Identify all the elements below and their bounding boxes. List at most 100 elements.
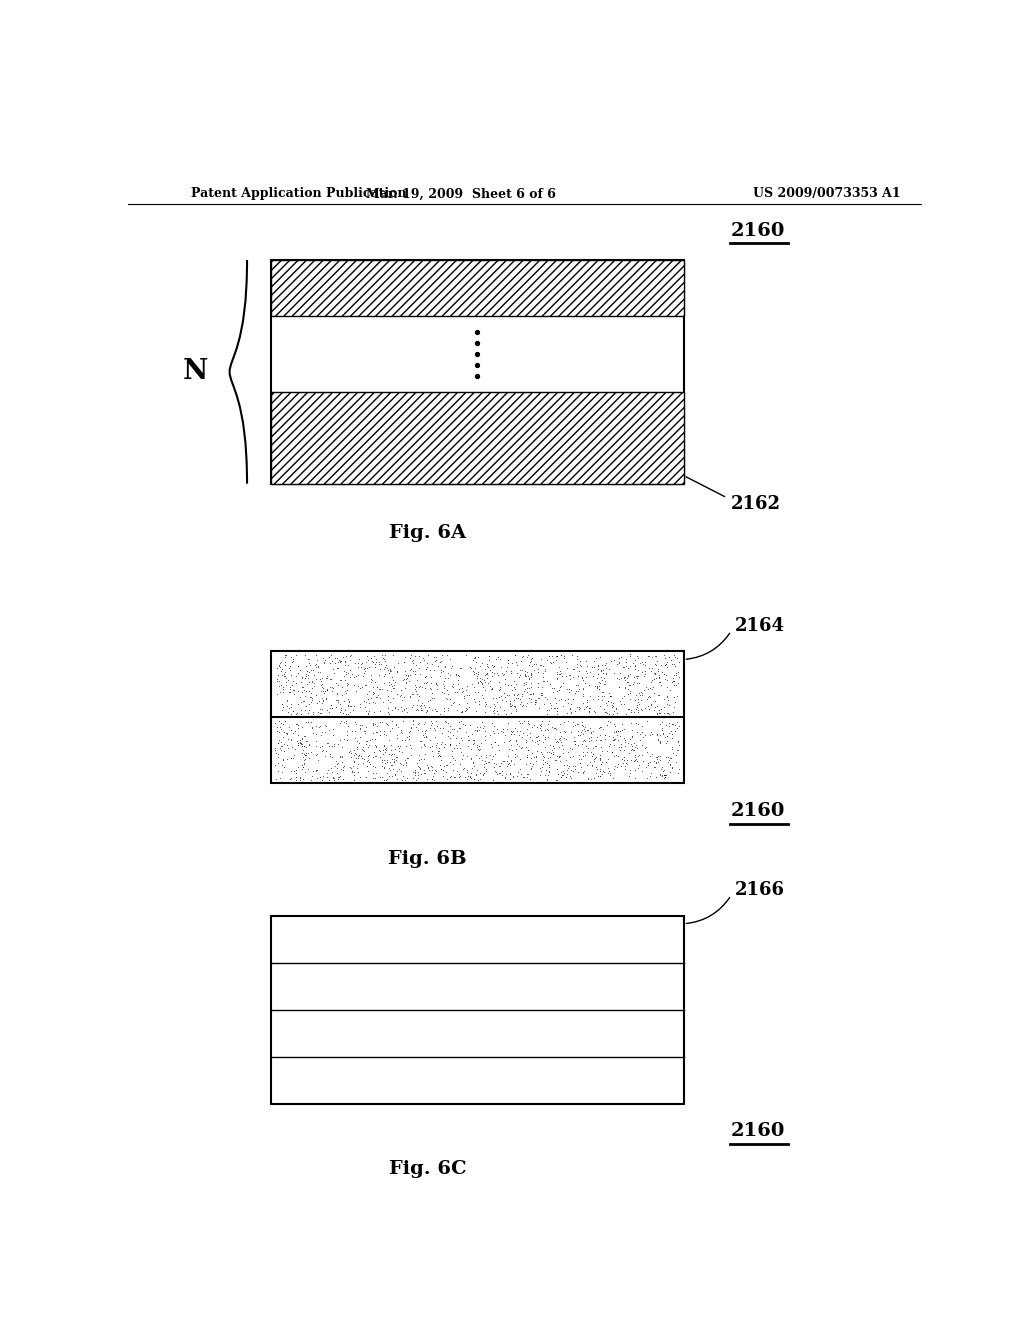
Point <box>398 726 415 747</box>
Point <box>475 717 492 738</box>
Point <box>506 696 522 717</box>
Point <box>483 665 500 686</box>
Point <box>654 722 671 743</box>
Point <box>310 656 327 677</box>
Point <box>342 696 358 717</box>
Point <box>353 739 370 760</box>
Point <box>282 682 298 704</box>
Point <box>377 651 393 672</box>
Point <box>634 682 650 704</box>
Point <box>668 744 684 766</box>
Point <box>567 755 584 776</box>
Point <box>536 747 552 768</box>
Point <box>356 661 373 682</box>
Point <box>300 759 316 780</box>
Point <box>470 738 486 759</box>
Point <box>403 718 420 739</box>
Point <box>417 667 433 688</box>
Point <box>340 673 356 694</box>
Point <box>468 665 484 686</box>
Point <box>610 746 627 767</box>
Point <box>272 718 289 739</box>
Point <box>475 676 492 697</box>
Point <box>436 682 453 704</box>
Point <box>382 692 398 713</box>
Point <box>311 661 328 682</box>
Point <box>651 700 668 721</box>
Point <box>302 686 318 708</box>
Point <box>486 694 503 715</box>
Point <box>298 730 314 751</box>
Point <box>364 651 380 672</box>
Point <box>318 689 335 710</box>
Point <box>529 677 546 698</box>
Point <box>331 767 347 788</box>
Point <box>487 648 504 669</box>
Point <box>458 700 474 721</box>
Point <box>563 693 580 714</box>
Point <box>598 664 614 685</box>
Point <box>500 649 516 671</box>
Point <box>580 663 596 684</box>
Point <box>330 652 346 673</box>
Point <box>537 737 553 758</box>
Point <box>382 751 398 772</box>
Point <box>569 681 586 702</box>
Point <box>658 693 675 714</box>
Point <box>418 659 434 680</box>
Point <box>398 701 415 722</box>
Point <box>328 689 344 710</box>
Point <box>488 718 505 739</box>
Point <box>441 727 458 748</box>
Point <box>275 741 292 762</box>
Point <box>544 739 560 760</box>
Point <box>424 768 440 789</box>
Point <box>450 700 466 721</box>
Point <box>594 763 610 784</box>
Point <box>395 669 412 690</box>
Point <box>593 737 609 758</box>
Point <box>309 649 326 671</box>
Point <box>572 651 589 672</box>
Point <box>664 756 680 777</box>
Point <box>666 686 682 708</box>
Point <box>424 700 440 721</box>
Point <box>594 655 610 676</box>
Point <box>392 685 409 706</box>
Point <box>475 764 492 785</box>
Point <box>334 747 350 768</box>
Point <box>346 762 362 783</box>
Point <box>596 725 612 746</box>
Point <box>317 715 334 737</box>
Point <box>511 710 527 731</box>
Point <box>478 694 495 715</box>
Point <box>503 750 519 771</box>
Point <box>283 645 299 667</box>
Point <box>535 756 551 777</box>
Point <box>297 685 313 706</box>
Point <box>467 648 483 669</box>
Point <box>480 656 497 677</box>
Point <box>308 760 325 781</box>
Point <box>477 721 494 742</box>
Point <box>466 756 482 777</box>
Point <box>476 692 493 713</box>
Point <box>634 760 650 781</box>
Point <box>353 714 370 735</box>
Point <box>355 748 372 770</box>
Point <box>367 656 383 677</box>
Point <box>652 731 669 752</box>
Point <box>301 747 317 768</box>
Point <box>298 664 314 685</box>
Point <box>429 675 445 696</box>
Point <box>656 655 673 676</box>
Point <box>370 684 386 705</box>
Point <box>307 669 324 690</box>
Point <box>658 726 675 747</box>
Point <box>539 742 555 763</box>
Point <box>282 656 298 677</box>
Point <box>484 770 501 791</box>
Point <box>518 764 535 785</box>
Point <box>329 758 345 779</box>
Point <box>563 767 580 788</box>
